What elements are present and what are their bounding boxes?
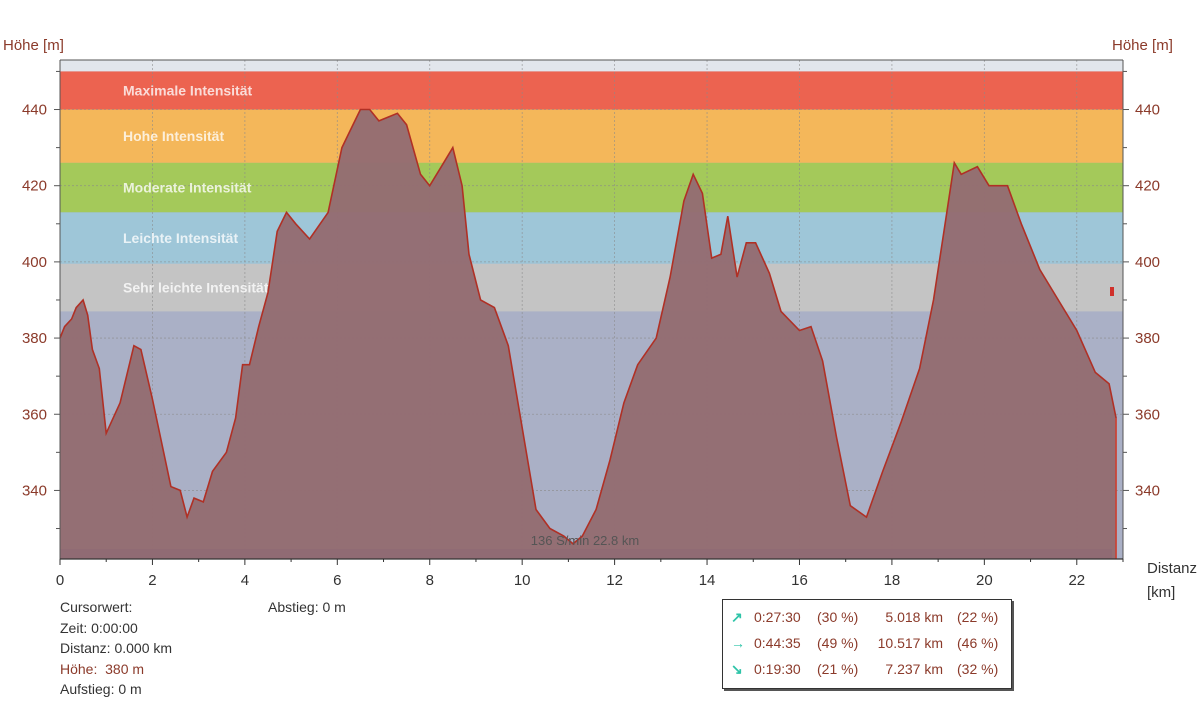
stats-dist: 10.517 km: [877, 635, 943, 651]
y-tick-label-left: 340: [22, 482, 47, 499]
cursor-hoehe: Höhe: 380 m: [60, 659, 172, 680]
stats-time: 0:44:35: [754, 635, 801, 651]
x-tick-label: 2: [148, 572, 156, 589]
x-tick-label: 22: [1068, 572, 1085, 589]
zone-label: Sehr leichte Intensität: [123, 280, 269, 296]
y-axis-title-right: Höhe [m]: [1112, 37, 1173, 54]
stats-summary-box: ↗ 0:27:30 (30 %) 5.018 km (22 %) → 0:44:…: [722, 599, 1012, 689]
elevation-area: [60, 109, 1117, 559]
x-axis-title: Distanz [km]: [1147, 557, 1197, 605]
cursor-hoehe-value: 380 m: [105, 660, 145, 677]
y-tick-label-left: 360: [22, 406, 47, 423]
intensity-zone: [60, 109, 1123, 163]
zone-marker: [1110, 287, 1114, 296]
stats-dist-pct: (22 %): [957, 609, 999, 625]
x-tick-label: 12: [606, 572, 623, 589]
cursor-hoehe-label: Höhe:: [60, 660, 98, 677]
y-tick-label-right: 400: [1135, 254, 1160, 271]
y-tick-label-left: 400: [22, 254, 47, 271]
y-tick-label-left: 380: [22, 330, 47, 347]
stats-time: 0:27:30: [754, 609, 801, 625]
stats-time-pct: (49 %): [817, 635, 859, 651]
x-tick-label: 16: [791, 572, 808, 589]
elevation-line: [59, 108, 1117, 545]
cursor-distanz: Distanz: 0.000 km: [60, 640, 173, 656]
stats-time-pct: (30 %): [817, 609, 859, 625]
zone-label: Maximale Intensität: [123, 82, 252, 98]
x-tick-label: 6: [333, 572, 341, 589]
zone-label: Moderate Intensität: [123, 180, 252, 196]
x-tick-label: 4: [241, 572, 249, 589]
stats-time: 0:19:30: [754, 661, 801, 677]
y-tick-label-right: 360: [1135, 406, 1160, 423]
y-tick-label-left: 420: [22, 178, 47, 195]
intensity-zone: [60, 162, 1123, 213]
stats-row-flat: → 0:44:35 (49 %) 10.517 km (46 %): [723, 635, 1011, 657]
y-tick-label-right: 380: [1135, 330, 1160, 347]
cursor-zeit: Zeit: 0:00:00: [60, 619, 138, 636]
y-tick-label-right: 440: [1135, 102, 1160, 119]
arrow-right-icon: →: [731, 635, 745, 651]
stats-row-up: ↗ 0:27:30 (30 %) 5.018 km (22 %): [723, 609, 1011, 631]
y-tick-label-right: 420: [1135, 178, 1160, 195]
stats-dist: 5.018 km: [885, 609, 943, 625]
stats-time-pct: (21 %): [817, 661, 859, 677]
stats-dist-pct: (32 %): [957, 661, 999, 677]
stats-dist: 7.237 km: [885, 661, 943, 677]
x-tick-label: 8: [426, 572, 434, 589]
intensity-zone: [60, 71, 1123, 110]
cursor-abstieg-panel: Abstieg: 0 m: [268, 597, 346, 618]
stats-row-down: ↘ 0:19:30 (21 %) 7.237 km (32 %): [723, 661, 1011, 683]
y-axis-title-left: Höhe [m]: [3, 37, 64, 54]
x-axis-unit: [km]: [1147, 584, 1176, 601]
arrow-down-icon: ↘: [731, 661, 743, 677]
x-tick-label: 10: [514, 572, 531, 589]
cursor-info-panel: Cursorwert: Zeit: 0:00:00 Distanz: 0.000…: [60, 597, 172, 700]
cursor-title: Cursorwert:: [60, 599, 133, 615]
y-tick-label-left: 440: [22, 102, 47, 119]
y-tick-label-right: 340: [1135, 482, 1160, 499]
x-tick-label: 0: [56, 572, 64, 589]
x-axis-label: Distanz: [1147, 560, 1198, 577]
x-tick-label: 18: [884, 572, 901, 589]
zone-label: Hohe Intensität: [123, 128, 224, 144]
x-tick-label: 14: [699, 572, 716, 589]
x-tick-label: 20: [976, 572, 993, 589]
marker-label: 136 S/min 22.8 km: [531, 533, 639, 548]
arrow-up-icon: ↗: [731, 609, 743, 625]
cursor-abstieg: Abstieg: 0 m: [268, 599, 346, 615]
top-strip: [60, 60, 1123, 72]
stats-dist-pct: (46 %): [957, 635, 999, 651]
cursor-aufstieg: Aufstieg: 0 m: [60, 681, 142, 697]
zone-label: Leichte Intensität: [123, 230, 238, 246]
